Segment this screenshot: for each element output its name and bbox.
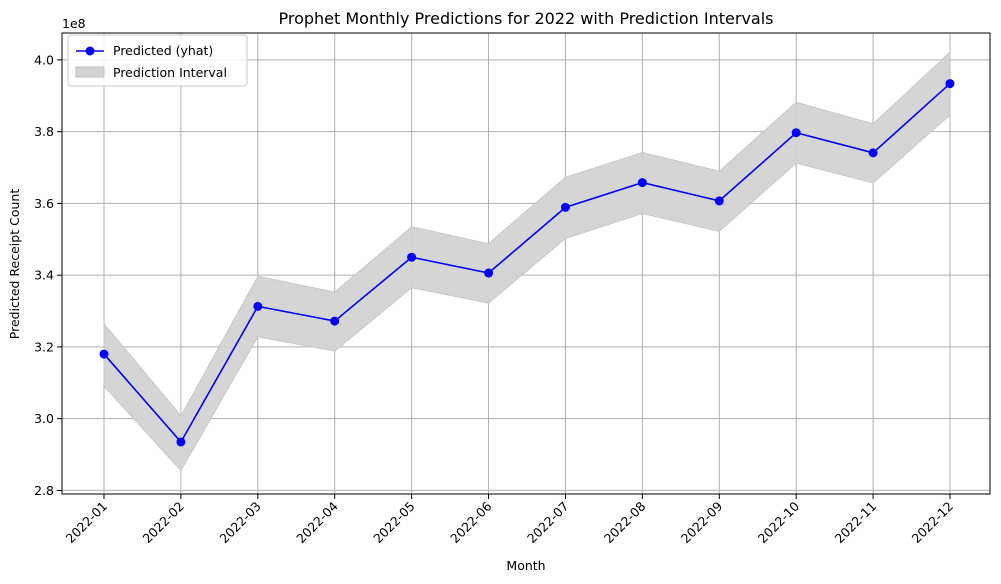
y-tick-label: 3.4 — [34, 268, 54, 283]
data-points — [99, 79, 955, 447]
x-tick-label: 2022-08 — [601, 498, 649, 546]
x-tick-label: 2022-11 — [832, 499, 880, 547]
data-point-2022-03 — [253, 301, 263, 311]
prediction-interval-band — [103, 51, 951, 472]
x-tick-label: 2022-05 — [370, 499, 418, 547]
data-point-2022-11 — [868, 148, 878, 158]
x-ticks: 2022-01 2022-02 2022-03 2022-04 2022-05 2022-… — [63, 494, 957, 547]
chart-title: Prophet Monthly Predictions for 2022 wit… — [278, 9, 773, 28]
data-point-2022-09 — [714, 196, 724, 206]
data-point-2022-10 — [791, 128, 801, 138]
y-offset-label: 1e8 — [62, 16, 86, 31]
x-tick-label: 2022-09 — [678, 498, 726, 546]
y-tick-label: 2.8 — [34, 483, 54, 498]
x-tick-label: 2022-03 — [216, 499, 264, 547]
x-tick-label: 2022-01 — [63, 499, 111, 547]
data-point-2022-12 — [945, 79, 955, 89]
legend-band-swatch — [75, 66, 105, 78]
x-axis-label: Month — [506, 558, 545, 573]
axes-frame — [61, 32, 991, 495]
data-point-2022-04 — [330, 316, 340, 326]
y-ticks: 2.8 3.0 3.2 3.4 3.6 3.8 4.0 — [34, 52, 62, 498]
y-tick-label: 3.8 — [34, 124, 54, 139]
legend-marker-swatch — [85, 46, 95, 56]
y-tick-label: 3.2 — [34, 339, 54, 354]
legend-label-interval: Prediction Interval — [113, 65, 227, 80]
y-tick-label: 4.0 — [34, 52, 54, 67]
x-tick-label: 2022-10 — [755, 498, 803, 546]
data-point-2022-02 — [176, 437, 186, 447]
x-tick-label: 2022-06 — [447, 498, 495, 546]
legend-box — [67, 34, 248, 87]
data-point-2022-06 — [484, 268, 494, 278]
data-point-2022-07 — [560, 202, 570, 212]
data-point-2022-05 — [407, 252, 417, 262]
x-tick-label: 2022-04 — [293, 498, 341, 546]
x-tick-label: 2022-12 — [909, 499, 957, 547]
data-point-2022-08 — [637, 178, 647, 188]
series-line-group — [103, 82, 951, 444]
interval-band-group — [103, 51, 951, 472]
y-tick-label: 3.0 — [34, 411, 54, 426]
data-point-2022-01 — [99, 349, 109, 359]
legend: Predicted (yhat) Prediction Interval — [67, 34, 248, 87]
legend-label-predicted: Predicted (yhat) — [113, 43, 213, 58]
y-axis-label: Predicted Receipt Count — [7, 189, 22, 340]
series-line-yhat — [103, 82, 951, 444]
x-tick-label: 2022-07 — [524, 499, 572, 547]
y-tick-label: 3.6 — [34, 196, 54, 211]
x-tick-label: 2022-02 — [139, 499, 187, 547]
